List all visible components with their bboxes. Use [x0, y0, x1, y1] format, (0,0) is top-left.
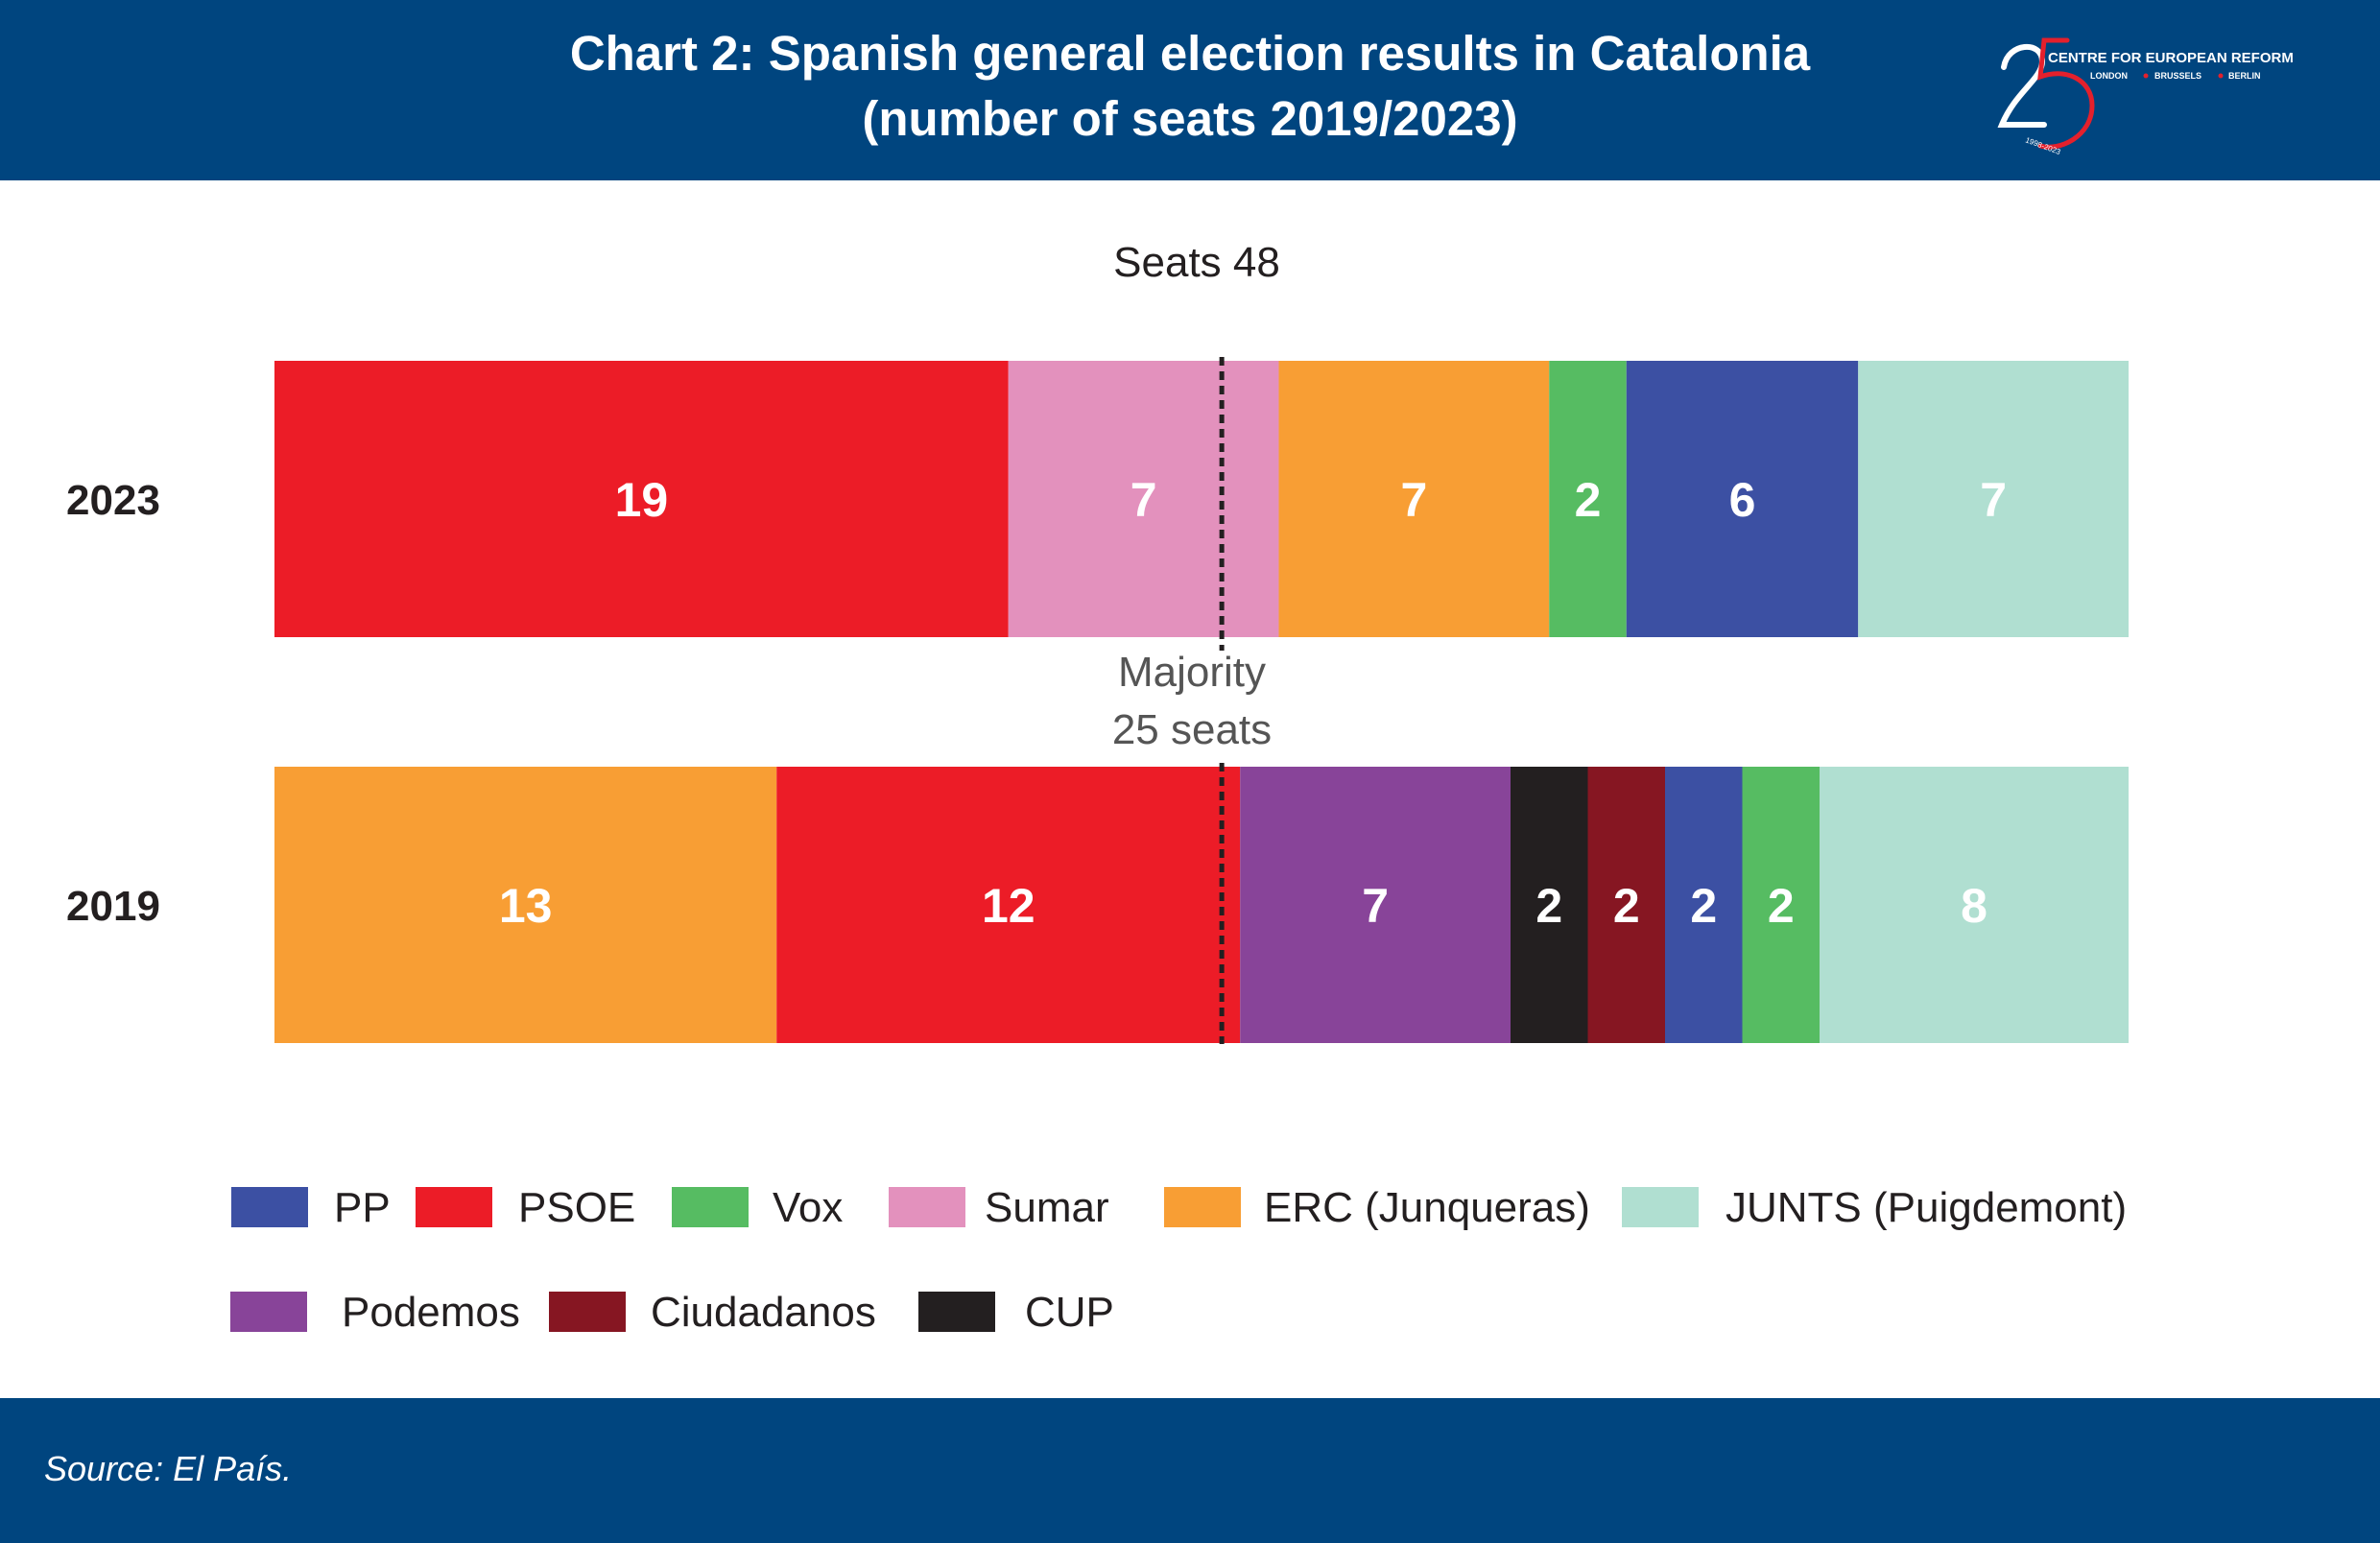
data-label-2019-podemos: 7: [1362, 879, 1389, 933]
data-label-2019-vox: 2: [1768, 879, 1795, 933]
logo-city-1: LONDON: [2090, 71, 2128, 81]
legend-label-erc-junqueras: ERC (Junqueras): [1264, 1184, 1590, 1231]
logo-city-2: BRUSSELS: [2154, 71, 2202, 81]
bar-2023-sumar: [1008, 361, 1279, 637]
data-label-2019-psoe: 12: [982, 879, 1035, 933]
legend-swatch-vox: [672, 1187, 749, 1227]
legend-label-vox: Vox: [773, 1184, 843, 1231]
row-label-2019: 2019: [66, 883, 160, 930]
legend-label-sumar: Sumar: [985, 1184, 1109, 1231]
row-label-2023: 2023: [66, 477, 160, 524]
bar-2023-erc-junqueras: [1278, 361, 1550, 637]
majority-label: Majority: [1118, 649, 1266, 696]
legend-swatch-pp: [231, 1187, 308, 1227]
logo-city-3: BERLIN: [2228, 71, 2261, 81]
legend-swatch-psoe: [416, 1187, 492, 1227]
logo-years: 1998-2023: [2024, 135, 2062, 156]
logo-org: CENTRE FOR EUROPEAN REFORM: [2048, 50, 2294, 66]
bar-2019-vox: [1742, 767, 1820, 1043]
bar-2019-erc-junqueras: [274, 767, 777, 1043]
legend-swatch-ciudadanos: [549, 1292, 626, 1332]
data-label-2023-psoe: 19: [615, 473, 669, 527]
data-label-2019-junts-puigdemont: 8: [1961, 879, 1987, 933]
data-label-2019-erc-junqueras: 13: [499, 879, 553, 933]
bar-2019-ciudadanos: [1587, 767, 1665, 1043]
legend-label-cup: CUP: [1025, 1289, 1114, 1336]
data-label-2019-ciudadanos: 2: [1613, 879, 1640, 933]
majority-seats-label: 25 seats: [1112, 706, 1272, 753]
bar-2019-junts-puigdemont: [1820, 767, 2129, 1043]
bar-2019-podemos: [1240, 767, 1511, 1043]
data-label-2023-sumar: 7: [1130, 473, 1157, 527]
bar-2019-psoe: [776, 767, 1241, 1043]
legend-label-pp: PP: [334, 1184, 391, 1231]
legend-label-junts-puigdemont: JUNTS (Puigdemont): [1726, 1184, 2127, 1231]
bar-2019-pp: [1665, 767, 1743, 1043]
chart-title: Chart 2: Spanish general election result…: [569, 26, 1811, 81]
legend-swatch-junts-puigdemont: [1622, 1187, 1699, 1227]
chart-subtitle: (number of seats 2019/2023): [862, 91, 1518, 146]
source-note: Source: El País.: [44, 1449, 293, 1488]
cer-logo: CENTRE FOR EUROPEAN REFORM LONDON BRUSSE…: [1997, 37, 2294, 156]
bar-2023-psoe: [274, 361, 1009, 637]
data-label-2023-junts-puigdemont: 7: [1980, 473, 2007, 527]
legend-swatch-erc-junqueras: [1164, 1187, 1241, 1227]
header-bar: Chart 2: Spanish general election result…: [0, 0, 2380, 180]
data-label-2023-erc-junqueras: 7: [1400, 473, 1427, 527]
bar-2023-junts-puigdemont: [1858, 361, 2129, 637]
bar-2023-pp: [1626, 361, 1859, 637]
legend-label-podemos: Podemos: [342, 1289, 520, 1336]
legend-swatch-sumar: [889, 1187, 965, 1227]
seats-total-label: Seats 48: [1113, 239, 1280, 286]
footer-bar: [0, 1398, 2380, 1543]
bar-2023-vox: [1549, 361, 1627, 637]
legend-swatch-cup: [918, 1292, 995, 1332]
data-label-2019-cup: 2: [1535, 879, 1562, 933]
data-label-2019-pp: 2: [1690, 879, 1717, 933]
legend-label-psoe: PSOE: [518, 1184, 635, 1231]
data-label-2023-vox: 2: [1575, 473, 1602, 527]
bar-2019-cup: [1511, 767, 1588, 1043]
data-label-2023-pp: 6: [1729, 473, 1756, 527]
legend-label-ciudadanos: Ciudadanos: [651, 1289, 876, 1336]
legend-swatch-podemos: [230, 1292, 307, 1332]
